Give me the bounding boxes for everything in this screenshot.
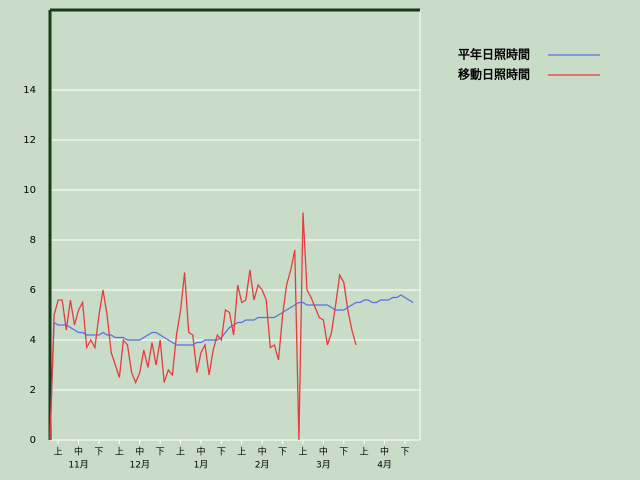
y-tick-label: 10 <box>23 185 36 196</box>
x-tick-label: 上 <box>298 447 307 458</box>
month-label: 1月 <box>194 460 209 471</box>
month-label: 2月 <box>255 460 270 471</box>
x-tick-label: 上 <box>176 447 185 458</box>
y-tick-label: 12 <box>23 135 36 146</box>
x-tick-label: 上 <box>115 447 124 458</box>
x-tick-label: 下 <box>217 448 226 458</box>
x-tick-label: 上 <box>54 447 63 458</box>
x-tick-label: 中 <box>380 446 389 458</box>
x-tick-label: 下 <box>94 448 103 458</box>
x-tick-label: 下 <box>156 448 165 458</box>
month-label: 4月 <box>377 460 392 471</box>
y-tick-label: 4 <box>30 335 36 346</box>
series-line <box>49 212 357 441</box>
month-label: 3月 <box>316 460 331 471</box>
x-tick-label: 中 <box>319 446 328 458</box>
y-tick-label: 14 <box>23 85 36 96</box>
x-tick-label: 下 <box>339 448 348 458</box>
y-tick-label: 2 <box>30 385 36 396</box>
y-tick-label: 6 <box>30 285 36 296</box>
plot-area <box>50 10 420 440</box>
month-label: 12月 <box>130 460 150 471</box>
x-tick-label: 中 <box>196 446 205 458</box>
x-tick-label: 中 <box>135 446 144 458</box>
legend-label: 移動日照時間 <box>458 67 530 82</box>
y-tick-label: 0 <box>30 435 36 446</box>
x-tick-label: 下 <box>278 448 287 458</box>
x-tick-label: 下 <box>400 448 409 458</box>
x-tick-label: 中 <box>258 446 267 458</box>
x-tick-label: 中 <box>74 446 83 458</box>
month-label: 11月 <box>68 460 88 471</box>
legend-label: 平年日照時間 <box>458 47 530 62</box>
x-tick-label: 上 <box>360 447 369 458</box>
y-tick-label: 8 <box>30 235 36 246</box>
x-tick-label: 上 <box>237 447 246 458</box>
